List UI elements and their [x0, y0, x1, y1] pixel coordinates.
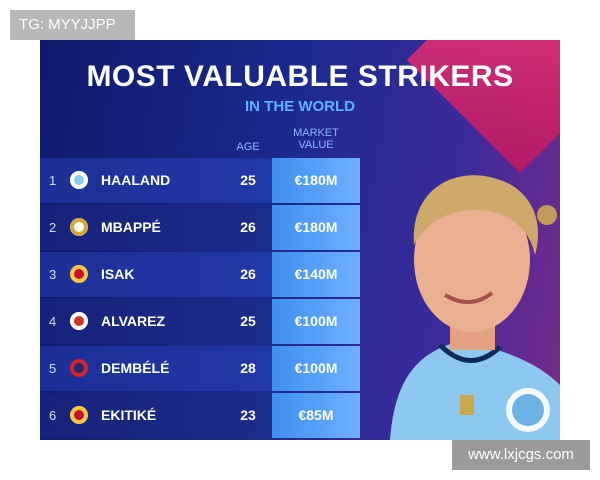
- club-logo: [70, 265, 88, 283]
- value-background: [272, 252, 360, 297]
- market-value: €100M: [294, 360, 338, 376]
- age: 28: [240, 360, 256, 376]
- market-value: €180M: [294, 172, 338, 188]
- market-value: €180M: [294, 219, 338, 235]
- table-row: 3 ISAK 26 €140M: [40, 252, 360, 297]
- watermark: www.lxjcgs.com: [452, 440, 590, 470]
- value-background: [272, 299, 360, 344]
- market-value: €100M: [294, 313, 338, 329]
- watermark: TG: MYYJJPP: [10, 10, 135, 40]
- table-row: 6 EKITIKÉ 23 €85M: [40, 393, 360, 438]
- rank: 3: [49, 267, 57, 282]
- club-logo: [70, 312, 88, 330]
- rank: 6: [49, 408, 57, 423]
- player-name: ISAK: [101, 266, 135, 282]
- player-name: HAALAND: [101, 172, 171, 188]
- player-name: MBAPPÉ: [101, 219, 161, 235]
- age: 26: [240, 266, 256, 282]
- rank: 5: [49, 361, 57, 376]
- table-row: 1 HAALAND 25 €180M: [40, 158, 360, 203]
- market-value: €85M: [298, 407, 334, 423]
- table-row: 2 MBAPPÉ 26 €180M: [40, 205, 360, 250]
- age: 23: [240, 407, 256, 423]
- value-background: [272, 158, 360, 203]
- player-name: DEMBÉLÉ: [101, 360, 170, 376]
- column-header: AGE: [236, 141, 260, 153]
- table-row: 4 ALVAREZ 25 €100M: [40, 299, 360, 344]
- club-logo: [70, 406, 88, 424]
- player-photo: [390, 175, 560, 440]
- club-logo: [70, 218, 88, 236]
- rank: 2: [49, 220, 57, 235]
- column-header: MARKET VALUE: [293, 127, 339, 151]
- value-background: [272, 393, 360, 438]
- title: MOST VALUABLE STRIKERS: [86, 60, 514, 93]
- club-logo: [70, 171, 88, 189]
- club-logo: [70, 359, 88, 377]
- market-value: €140M: [294, 266, 338, 282]
- graphic: MOST VALUABLE STRIKERS IN THE WORLD AGE …: [40, 40, 560, 440]
- rank: 1: [49, 173, 57, 188]
- value-background: [272, 346, 360, 391]
- age: 26: [240, 219, 256, 235]
- table-row: 5 DEMBÉLÉ 28 €100M: [40, 346, 360, 391]
- subtitle: IN THE WORLD: [245, 98, 355, 115]
- age: 25: [240, 313, 256, 329]
- rank: 4: [49, 314, 57, 329]
- player-name: ALVAREZ: [101, 313, 166, 329]
- value-background: [272, 205, 360, 250]
- player-name: EKITIKÉ: [101, 407, 157, 423]
- age: 25: [240, 172, 256, 188]
